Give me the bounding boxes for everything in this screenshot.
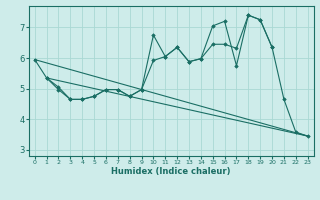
X-axis label: Humidex (Indice chaleur): Humidex (Indice chaleur) [111, 167, 231, 176]
